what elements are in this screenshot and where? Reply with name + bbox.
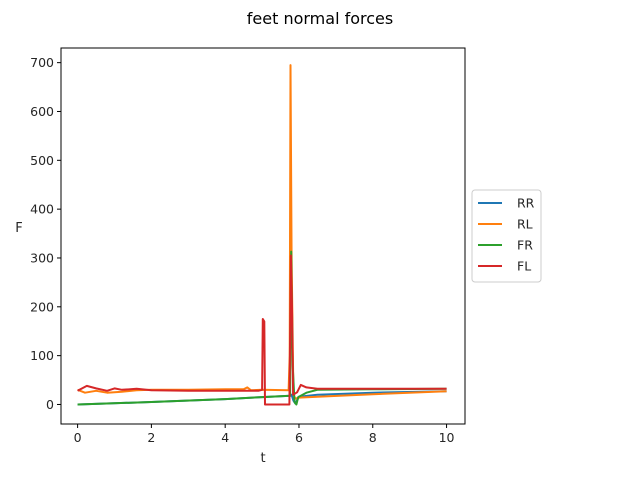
x-tick-label: 6 — [295, 430, 303, 445]
series-line-fl — [77, 254, 447, 406]
series-layer — [77, 64, 447, 406]
y-tick-label: 300 — [30, 250, 54, 265]
x-tick-label: 8 — [369, 430, 377, 445]
x-axis: 0 2 4 6 8 10 — [74, 424, 455, 445]
x-tick-label: 4 — [221, 430, 229, 445]
y-axis-label: F — [15, 221, 22, 236]
x-axis-label: t — [260, 451, 265, 466]
x-tick-label: 2 — [147, 430, 155, 445]
legend-frame — [471, 189, 542, 283]
y-tick-label: 700 — [30, 55, 54, 70]
y-tick-label: 100 — [30, 348, 54, 363]
y-tick-label: 400 — [30, 202, 54, 217]
legend-label-rl: RL — [517, 217, 533, 232]
legend-label-fr: FR — [517, 238, 533, 253]
y-tick-label: 200 — [30, 299, 54, 314]
y-axis: 0 100 200 300 400 500 600 700 — [30, 55, 61, 412]
x-tick-label: 0 — [74, 430, 82, 445]
legend-label-rr: RR — [517, 196, 535, 211]
y-tick-label: 500 — [30, 153, 54, 168]
y-tick-label: 0 — [46, 397, 54, 412]
plot-frame — [60, 47, 466, 425]
legend: RR RL FR FL — [471, 189, 542, 283]
y-tick-label: 600 — [30, 104, 54, 119]
x-tick-label: 10 — [439, 430, 455, 445]
chart-title: feet normal forces — [247, 9, 393, 28]
legend-label-fl: FL — [517, 259, 531, 274]
